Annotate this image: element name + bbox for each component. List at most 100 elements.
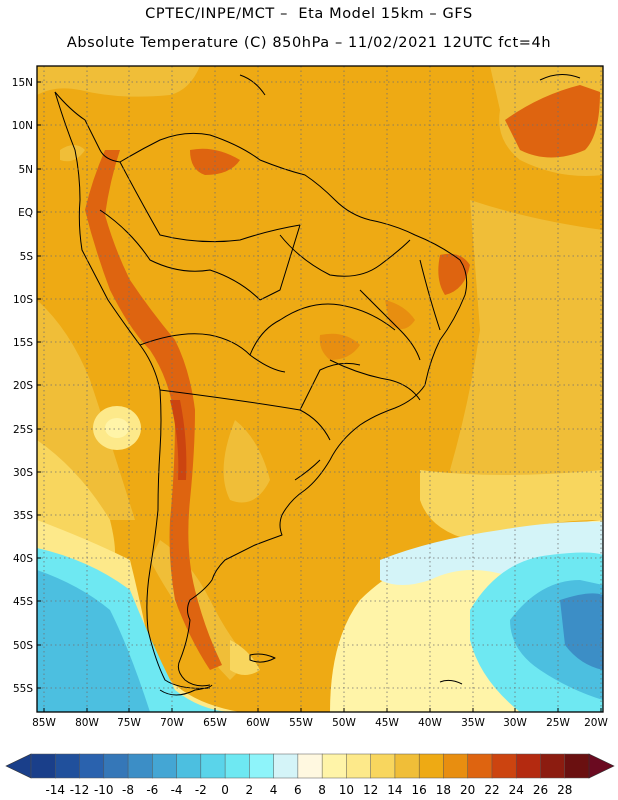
colorbar-label: 12: [363, 783, 378, 797]
colorbar-label: 22: [484, 783, 499, 797]
map-frame: [36, 65, 604, 713]
colorbar-swatch: [55, 753, 81, 779]
lon-label: 55W: [289, 717, 313, 729]
pacific-warm-spot: [60, 145, 85, 162]
colorbar-swatch: [224, 753, 250, 779]
lat-label: 30S: [13, 467, 33, 479]
lon-label: 50W: [332, 717, 356, 729]
colorbar-arrow-high: [588, 753, 615, 779]
longitude-labels: 85W 80W 75W 70W 65W 60W 55W 50W 45W 40W …: [32, 717, 608, 729]
warm-band-caribbean: [37, 66, 200, 97]
colorbar-label: 8: [318, 783, 326, 797]
lat-label: 50S: [13, 640, 33, 652]
lat-label: 10S: [13, 294, 33, 306]
colorbar-swatch: [564, 753, 590, 779]
colorbar-swatch: [176, 753, 202, 779]
colorbar-label: 2: [246, 783, 254, 797]
lat-label: 15S: [13, 337, 33, 349]
colorbar-label: -12: [70, 783, 90, 797]
border-brazil-states-3: [259, 224, 301, 301]
colorbar-swatch: [297, 753, 323, 779]
hot-spot-central-brazil: [319, 333, 360, 360]
colorbar-swatch: [491, 753, 517, 779]
colorbar: -14 -12 -10 -8 -6 -4 -2 0 2 4 6 8 10 12 14 16 18 20 22 24 26…: [5, 753, 615, 797]
lat-label: 35S: [13, 510, 33, 522]
lat-label: 55S: [13, 683, 33, 695]
border-bolivia-brazil: [249, 303, 396, 356]
latitude-labels: 15N 10N 5N EQ 5S 10S 15S 20S 25S 30S 35S…: [12, 77, 34, 695]
lon-label: 25W: [546, 717, 570, 729]
colorbar-label: 20: [460, 783, 475, 797]
argentina-warm: [223, 420, 270, 503]
colorbar-label: 26: [533, 783, 548, 797]
caribbean-islands: [239, 74, 266, 96]
colorbar-label: 4: [270, 783, 278, 797]
map-title-line1: CPTEC/INPE/MCT – Eta Model 15km – GFS: [145, 6, 473, 22]
colorbar-label: 6: [294, 783, 302, 797]
colorbar-swatch: [443, 753, 469, 779]
colorbar-label: 18: [436, 783, 451, 797]
lon-label: 70W: [160, 717, 184, 729]
atlantic-yellow-band: [420, 470, 603, 540]
caribbean-islands-east: [539, 74, 581, 81]
border-north: [119, 161, 301, 243]
colorbar-label: -6: [146, 783, 158, 797]
colorbar-swatch: [79, 753, 105, 779]
border-peru-bolivia: [139, 333, 286, 373]
colorbar-label: -8: [122, 783, 134, 797]
colorbar-label: 14: [387, 783, 402, 797]
lon-label: 45W: [375, 717, 399, 729]
colorbar-label: 10: [339, 783, 354, 797]
colorbar-label: -10: [94, 783, 114, 797]
pacific-cold-core: [37, 570, 150, 712]
colorbar-label: 28: [557, 783, 572, 797]
colorbar-swatch: [127, 753, 153, 779]
lon-label: 60W: [246, 717, 270, 729]
colorbar-swatch: [540, 753, 566, 779]
colorbar-swatch: [152, 753, 178, 779]
lat-label: EQ: [18, 207, 33, 219]
lon-label: 30W: [503, 717, 527, 729]
colorbar-label: -2: [195, 783, 207, 797]
andes-hot-ridge: [170, 400, 187, 480]
lon-label: 65W: [203, 717, 227, 729]
lon-label: 80W: [75, 717, 99, 729]
border-colombia-peru: [99, 209, 261, 301]
colorbar-swatch: [418, 753, 444, 779]
colorbar-swatch: [346, 753, 372, 779]
lon-label: 85W: [32, 717, 56, 729]
border-uruguay: [294, 459, 321, 481]
lat-label: 20S: [13, 380, 33, 392]
colorbar-swatch: [103, 753, 129, 779]
south-patagonia-light: [230, 640, 260, 675]
lat-label: 15N: [12, 77, 33, 89]
lat-label: 25S: [13, 424, 33, 436]
hot-spot-interior-brazil: [385, 300, 415, 329]
colorbar-swatch: [321, 753, 347, 779]
tick-marks: [37, 81, 602, 712]
lon-label: 20W: [584, 717, 608, 729]
lat-label: 10N: [12, 120, 33, 132]
border-argentina-north: [159, 389, 331, 441]
border-paraguay: [299, 362, 361, 411]
atlantic-coldest: [560, 593, 603, 670]
border-brazil-states-1: [359, 289, 421, 361]
border-brazil-states-4: [419, 259, 441, 331]
colorbar-arrow-low: [5, 753, 32, 779]
colorbar-swatch: [467, 753, 493, 779]
south-georgia: [439, 679, 463, 685]
map-title-line2: Absolute Temperature (C) 850hPa – 11/02/…: [66, 35, 552, 51]
lat-label: 40S: [13, 553, 33, 565]
colorbar-label: -4: [171, 783, 183, 797]
colorbar-swatch: [370, 753, 396, 779]
lon-label: 40W: [418, 717, 442, 729]
temperature-field: [37, 66, 603, 712]
colorbar-label: -14: [45, 783, 65, 797]
andes-warm-ridge: [85, 150, 222, 670]
tierra-del-fuego: [159, 684, 213, 696]
colorbar-label: 24: [509, 783, 524, 797]
hot-spot-atlantic-north: [505, 85, 600, 158]
lat-label: 5N: [18, 164, 33, 176]
lat-label: 45S: [13, 596, 33, 608]
colorbar-label: 16: [412, 783, 427, 797]
